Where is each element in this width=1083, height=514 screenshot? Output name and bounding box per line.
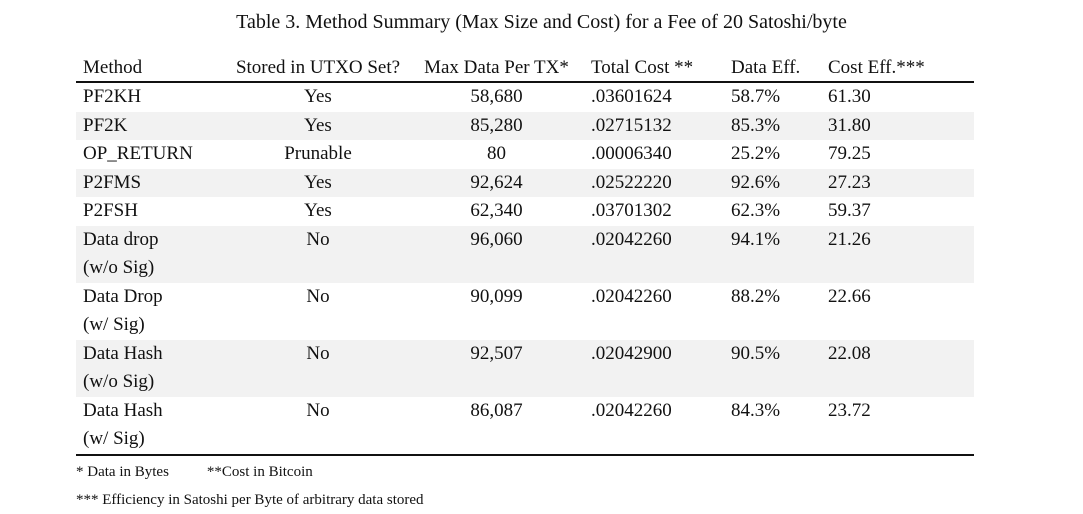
method-line: Data Hash [83, 342, 163, 364]
cell-data-eff: 92.6% [723, 168, 822, 197]
method-line: P2FSH [83, 200, 138, 221]
cell-cost-eff: 31.80 [822, 111, 974, 140]
footnote-cost-in-bitcoin: **Cost in Bitcoin [206, 464, 313, 480]
cell-max-data: 85,280 [408, 111, 585, 140]
cell-stored: No [228, 225, 408, 283]
table-row: Data Hash (w/o Sig) No 92,507.02042900 90.5%… [76, 339, 974, 397]
cell-total-cost: .02042260 [591, 285, 672, 307]
method-line: (w/o Sig) [83, 371, 155, 392]
table-row: P2FMS Yes 92,624.02522220 92.6% 27.23 [76, 168, 974, 197]
cell-max-data: 92,624 [408, 168, 585, 197]
cell-max-data: 86,087 [408, 396, 585, 456]
table-row: P2FSH Yes 62,340 .03701302 62.3% 59.37 [76, 197, 974, 226]
column-header-max-data: Max Data Per TX* [408, 55, 585, 83]
cell-stored: Yes [228, 168, 408, 197]
cell-stored: Yes [304, 200, 332, 221]
footnotes: * Data in Bytes **Cost in Bitcoin *** Eff… [76, 458, 424, 514]
cell-total-cost: .02042900 [585, 339, 723, 397]
cell-data-eff: 62.3% [731, 200, 781, 221]
header-row: Method Stored in UTXO Set? Max Data Per … [76, 55, 974, 83]
cell-total-cost: .02042260 [585, 396, 723, 456]
cell-data-eff: 84.3% [723, 396, 822, 456]
method-line: PF2KH [83, 86, 142, 107]
cell-total-cost: .02715132 [585, 111, 723, 140]
cell-data-eff: 85.3% [723, 111, 822, 140]
cell-method: Data Hash (w/ Sig) [76, 396, 228, 456]
cell-data-eff: 88.2% [731, 285, 781, 307]
column-header-method: Method [76, 55, 228, 83]
method-line: PF2K [83, 114, 128, 136]
table-row: Data Hash (w/ Sig) No 86,087.02042260 84.3% 2… [76, 396, 974, 456]
cell-cost-eff: 27.23 [822, 168, 974, 197]
cell-total-cost: .03701302 [591, 200, 672, 221]
footnote-data-in-bytes: * Data in Bytes [76, 464, 169, 480]
column-header-stored: Stored in UTXO Set? [228, 55, 408, 83]
cell-stored: No [228, 396, 408, 456]
cell-total-cost: .02042260 [585, 225, 723, 283]
footnote-efficiency: *** Efficiency in Satoshi per Byte of ar… [76, 492, 424, 508]
method-line: Data Drop [83, 285, 163, 307]
cell-max-data: 96,060 [408, 225, 585, 283]
method-line: (w/ Sig) [83, 428, 145, 449]
cell-method: P2FSH [76, 197, 228, 226]
method-line: (w/o Sig) [83, 257, 155, 278]
cell-cost-eff: 79.25 [828, 143, 871, 164]
cell-stored: Yes [228, 111, 408, 140]
table-row: OP_RETURN Prunable 80 .00006340 25.2% 79.25 [76, 140, 974, 169]
method-line: Data drop [83, 228, 159, 250]
cell-total-cost: .00006340 [591, 143, 672, 164]
column-header-cost-eff: Cost Eff.*** [822, 55, 974, 83]
cell-data-eff: 25.2% [731, 143, 781, 164]
table-row: PF2KH Yes 58,680 .03601624 58.7% 61.30 [76, 82, 974, 112]
cell-total-cost: .03601624 [591, 86, 672, 107]
cell-data-eff: 90.5% [723, 339, 822, 397]
cell-max-data: 90,099 [470, 285, 523, 307]
method-line: (w/ Sig) [83, 314, 145, 335]
column-header-total-cost: Total Cost ** [585, 55, 723, 83]
table-title: Table 3. Method Summary (Max Size and Co… [236, 11, 847, 33]
footnote-row-1: * Data in Bytes **Cost in Bitcoin [76, 458, 424, 486]
table-row: PF2K Yes 85,280.02715132 85.3% 31.80 [76, 111, 974, 140]
table-row: Data drop (w/o Sig) No 96,060.02042260 94.1%… [76, 225, 974, 283]
cell-method: OP_RETURN [76, 140, 228, 169]
cell-max-data: 92,507 [408, 339, 585, 397]
method-line: OP_RETURN [83, 143, 193, 164]
cell-data-eff: 94.1% [723, 225, 822, 283]
cell-method: PF2K [76, 111, 228, 140]
cell-stored: Prunable [284, 143, 352, 164]
column-header-data-eff: Data Eff. [723, 55, 822, 83]
cell-method: Data Drop (w/ Sig) [76, 283, 228, 340]
cell-cost-eff: 59.37 [828, 200, 871, 221]
method-summary-table: Method Stored in UTXO Set? Max Data Per … [76, 55, 974, 456]
cell-method: P2FMS [76, 168, 228, 197]
cell-data-eff: 58.7% [731, 86, 781, 107]
cell-max-data: 80 [487, 143, 506, 164]
cell-total-cost: .02522220 [585, 168, 723, 197]
cell-method: Data drop (w/o Sig) [76, 225, 228, 283]
cell-cost-eff: 61.30 [828, 86, 871, 107]
cell-cost-eff: 23.72 [822, 396, 974, 456]
cell-max-data: 58,680 [470, 86, 523, 107]
method-line: P2FMS [83, 171, 142, 193]
table-row: Data Drop (w/ Sig) No 90,099 .02042260 88.2% 2… [76, 283, 974, 340]
cell-stored: Yes [304, 86, 332, 107]
cell-cost-eff: 22.66 [828, 285, 871, 307]
table-body: PF2KH Yes 58,680 .03601624 58.7% 61.30 PF2K Yes… [76, 82, 974, 456]
cell-stored: No [228, 339, 408, 397]
cell-cost-eff: 21.26 [822, 225, 974, 283]
cell-stored: No [306, 285, 330, 307]
cell-method: Data Hash (w/o Sig) [76, 339, 228, 397]
method-line: Data Hash [83, 399, 163, 421]
cell-method: PF2KH [76, 82, 228, 112]
cell-cost-eff: 22.08 [822, 339, 974, 397]
cell-max-data: 62,340 [470, 200, 523, 221]
